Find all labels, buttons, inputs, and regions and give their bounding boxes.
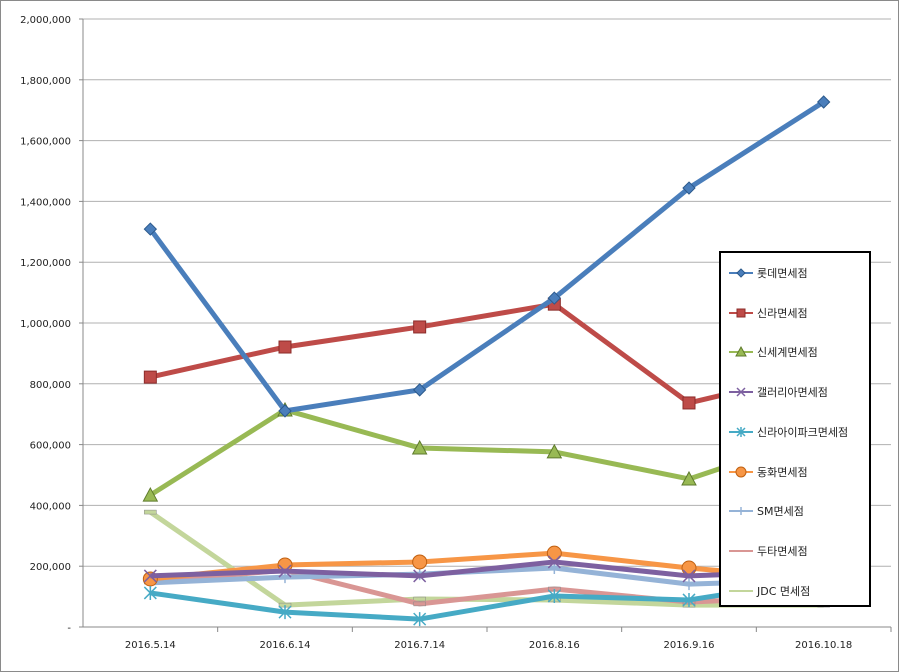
legend-label: 신라면세점 — [757, 306, 808, 320]
legend-label: 신라아이파크면세점 — [757, 425, 849, 439]
x-tick-label: 2016.5.14 — [125, 640, 176, 651]
star-marker — [143, 585, 157, 600]
legend-label: 신세계면세점 — [757, 346, 818, 360]
legend-label: JDC 면세점 — [757, 584, 811, 598]
legend-item: 동화면세점 — [729, 464, 808, 480]
y-tick-label: 2,000,000 — [20, 15, 71, 26]
star-marker — [278, 605, 292, 620]
legend-item: 두타면세점 — [729, 543, 808, 559]
star-marker — [413, 612, 427, 627]
star-marker — [547, 588, 561, 603]
legend-label: 갤러리아면세점 — [757, 386, 828, 400]
series-line — [149, 576, 825, 622]
y-tick-label: 200,000 — [30, 562, 71, 573]
legend-item: SM면세점 — [729, 503, 804, 519]
circle-marker — [735, 466, 747, 477]
triangle-marker — [681, 470, 697, 486]
legend-item: 신라면세점 — [729, 305, 808, 321]
legend-swatch — [729, 387, 753, 397]
diamond-marker — [816, 95, 831, 109]
x-tick-label: 2016.8.16 — [529, 640, 580, 651]
legend-swatch — [729, 466, 753, 477]
dash-marker — [144, 509, 157, 515]
legend-swatch — [729, 346, 753, 357]
square-marker — [736, 308, 746, 318]
series-롯데면세점 — [143, 95, 831, 418]
triangle-marker — [546, 443, 563, 459]
square-marker — [143, 370, 157, 384]
legend-swatch — [729, 589, 753, 592]
diamond-marker — [736, 268, 746, 278]
series-line — [148, 407, 825, 498]
square-marker — [413, 320, 427, 334]
legend-item: JDC 면세점 — [729, 583, 810, 599]
series-갤러리아면세점 — [143, 555, 831, 583]
dash-marker — [413, 596, 426, 602]
x-marker — [547, 555, 561, 569]
diamond-marker — [412, 383, 427, 397]
legend-swatch — [729, 426, 753, 437]
x-tick-label: 2016.10.18 — [795, 640, 852, 651]
legend-item: 롯데면세점 — [729, 265, 808, 281]
legend-swatch — [729, 268, 753, 278]
x-tick-label: 2016.7.14 — [394, 640, 445, 651]
legend-swatch — [729, 549, 753, 552]
y-tick-label: 1,000,000 — [20, 319, 71, 330]
star-marker — [736, 426, 746, 437]
y-tick-label: 600,000 — [30, 441, 71, 452]
series-line — [150, 550, 824, 583]
series-line — [150, 559, 824, 579]
series-신라아이파크면세점 — [143, 571, 831, 627]
legend-swatch — [729, 507, 753, 516]
x-marker — [278, 564, 292, 578]
diamond-marker — [278, 404, 292, 418]
series-line — [148, 510, 824, 608]
x-marker — [736, 387, 746, 397]
x-marker — [413, 569, 427, 583]
dash-marker — [413, 601, 426, 607]
star-marker — [682, 592, 696, 607]
y-tick-label: 800,000 — [30, 380, 71, 391]
legend-swatch — [729, 308, 753, 318]
circle-marker — [412, 554, 428, 570]
series-line — [148, 99, 826, 414]
legend-label: SM면세점 — [757, 505, 804, 519]
triangle-marker — [735, 346, 747, 357]
series-신라면세점 — [143, 297, 831, 410]
y-tick-label: 1,200,000 — [20, 258, 71, 269]
legend-label: 동화면세점 — [757, 465, 808, 479]
diamond-marker — [143, 222, 158, 236]
legend-label: 두타면세점 — [757, 544, 808, 558]
plus-marker — [737, 507, 745, 516]
square-marker — [682, 396, 696, 410]
x-marker — [682, 569, 696, 583]
legend-item: 갤러리아면세점 — [729, 384, 828, 400]
legend-label: 롯데면세점 — [757, 267, 808, 280]
series-신세계면세점 — [142, 401, 832, 502]
diamond-marker — [682, 181, 696, 195]
y-tick-label: 1,600,000 — [20, 137, 71, 148]
legend-item: 신라아이파크면세점 — [729, 424, 848, 440]
y-tick-label: 1,800,000 — [20, 76, 71, 87]
legend-item: 신세계면세점 — [729, 344, 818, 360]
x-tick-label: 2016.6.14 — [260, 640, 311, 651]
y-tick-label: - — [67, 623, 71, 634]
x-marker — [143, 569, 157, 583]
y-tick-label: 1,400,000 — [20, 197, 71, 208]
diamond-marker — [547, 291, 562, 305]
y-tick-label: 400,000 — [30, 501, 71, 512]
x-tick-label: 2016.9.16 — [664, 640, 715, 651]
square-marker — [278, 340, 292, 354]
plus-marker — [683, 578, 695, 591]
triangle-marker — [411, 439, 428, 455]
triangle-marker — [142, 487, 159, 502]
series-line — [149, 301, 825, 406]
